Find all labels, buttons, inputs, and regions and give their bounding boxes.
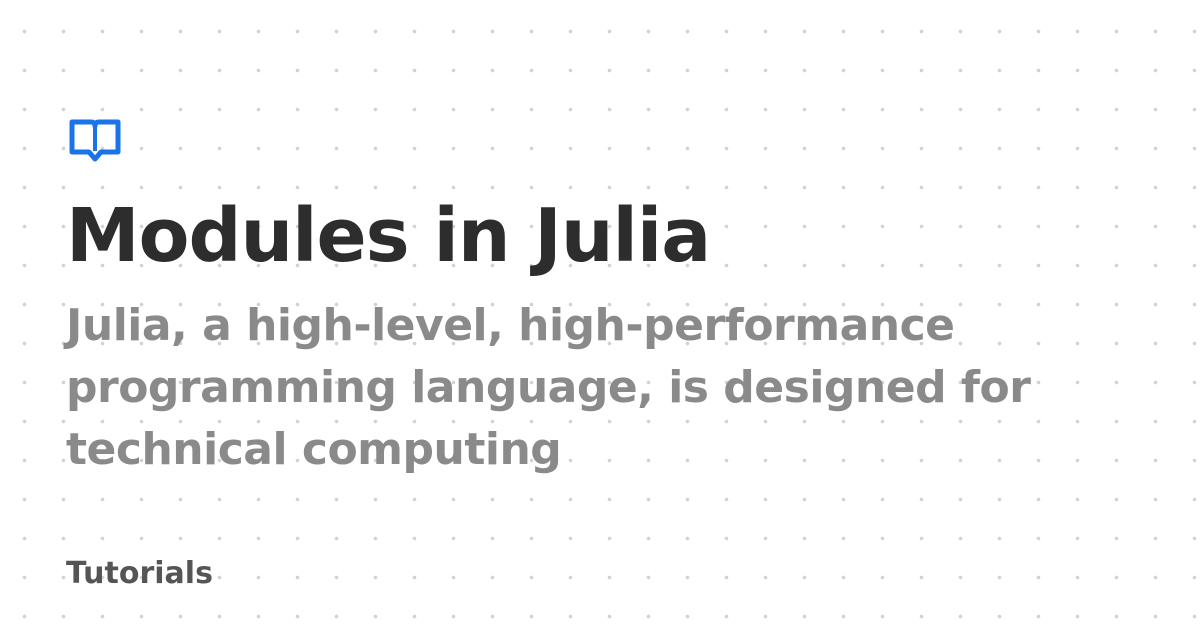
book-icon (68, 118, 122, 162)
page-subtitle: Julia, a high-level, high-performance pr… (66, 300, 1031, 475)
page-title: Modules in Julia (66, 193, 711, 279)
category-label: Tutorials (66, 556, 213, 591)
